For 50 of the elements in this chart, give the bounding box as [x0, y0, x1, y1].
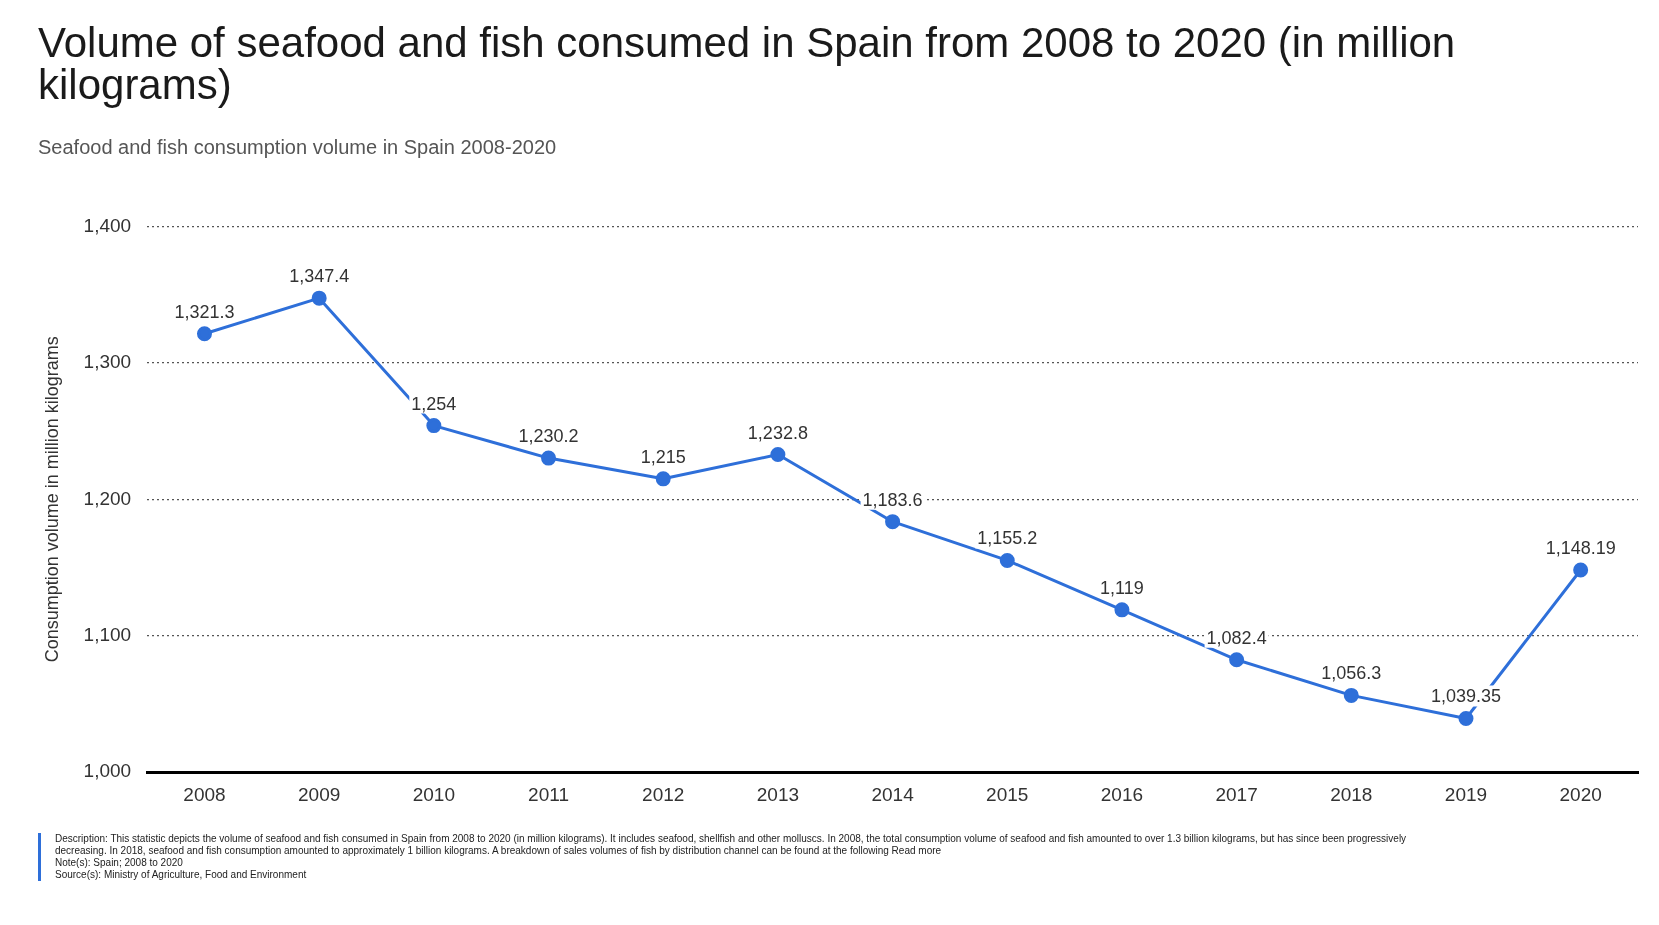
point	[770, 447, 786, 463]
point	[885, 514, 901, 530]
x-tick-label: 2010	[412, 783, 455, 805]
x-tick-label: 2020	[1559, 783, 1602, 805]
text: Description: This statistic depicts the volume of seafood and fish consumed in Spain from 2008 to 2020 (in million kilograms). It includes seafood, shellfish and other molluscs. In 2008, the total consumption volume of seafood and fish amounted to over 1.3 billion kilograms, but has since been progressively decreasing. In 2018, seafood and fish consumption amounted to approximately 1 billion kilograms. A breakdown of sales volumes of fish by distribution channel can be found at the following Read more	[55, 833, 1408, 857]
y-tick-label: 1,300	[83, 351, 132, 373]
point	[196, 326, 212, 342]
source-note: Source(s): Ministry of Agriculture, Food and Environment	[55, 869, 308, 881]
y-tick-label: 1,000	[83, 760, 132, 782]
x-tick-label: 2012	[642, 783, 685, 805]
point	[999, 552, 1015, 568]
point	[1458, 711, 1474, 727]
point	[1343, 687, 1359, 703]
y-tick-label: 1,400	[83, 214, 132, 236]
y-tick-label: 1,100	[83, 623, 132, 645]
point	[1573, 562, 1589, 578]
x-tick-label: 2019	[1444, 783, 1488, 805]
data-label: 1,082.4	[1206, 627, 1267, 648]
point	[1114, 602, 1130, 618]
data-label: 1,183.6	[862, 489, 923, 510]
data-label: 1,254	[411, 393, 457, 414]
x-tick-label: 2013	[756, 783, 800, 805]
chart-title: Volume of seafood and fish consumed in Spain from 2008 to 2020 (in million kilograms)	[38, 19, 1457, 108]
data-label: 1,321.3	[174, 301, 235, 322]
x-tick-label: 2017	[1215, 783, 1258, 805]
data-label: 1,347.4	[289, 266, 350, 287]
y-tick-label: 1,200	[83, 487, 132, 509]
data-label: 1,232.8	[747, 422, 808, 443]
data-label: 1,039.35	[1430, 686, 1502, 707]
point	[1229, 652, 1245, 668]
chart-subtitle: Seafood and fish consumption volume in Spain 2008-2020	[38, 136, 558, 159]
data-label: 1,155.2	[977, 528, 1038, 549]
text: Note(s): Spain; 2008 to 2020	[55, 857, 184, 869]
data-label: 1,056.3	[1321, 663, 1382, 684]
data-label: 1,230.2	[518, 426, 579, 447]
x-tick-label: 2008	[183, 783, 226, 805]
x-tick-label: 2018	[1330, 783, 1373, 805]
point	[426, 418, 442, 434]
point	[541, 450, 557, 466]
data-label: 1,119	[1100, 577, 1144, 598]
point	[655, 471, 671, 487]
x-tick-label: 2016	[1100, 783, 1144, 805]
x-tick-label: 2011	[528, 783, 569, 805]
x-tick-label: 2015	[986, 783, 1029, 805]
data-label: 1,215	[640, 446, 686, 467]
x-tick-label: 2014	[871, 783, 915, 805]
y-axis-title: Consumption volume in million kilograms	[41, 336, 62, 663]
x-tick-label: 2009	[298, 783, 341, 805]
point	[311, 290, 327, 306]
data-label: 1,148.19	[1545, 537, 1616, 558]
